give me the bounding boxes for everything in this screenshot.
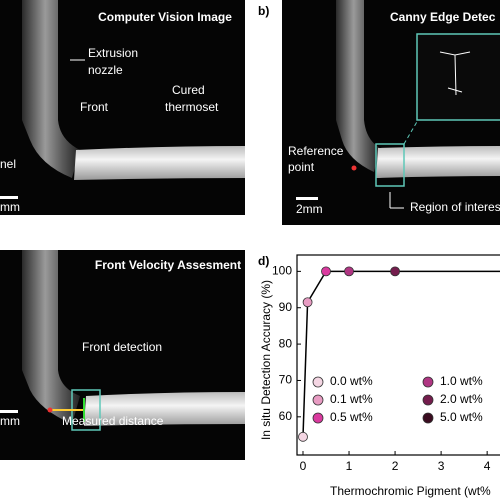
y-tick-label: 100 (272, 264, 292, 278)
scale-bar (0, 196, 18, 199)
y-tick-label: 60 (279, 409, 293, 423)
legend-marker (422, 376, 434, 388)
data-point (321, 266, 331, 277)
x-tick-label: 2 (392, 459, 399, 473)
x-tick-label: 3 (438, 459, 445, 473)
y-tick-label: 70 (279, 373, 293, 387)
y-tick-label: 80 (279, 336, 293, 350)
scale-bar (0, 410, 18, 413)
scale-label: mm (0, 414, 20, 428)
annotation: thermoset (165, 100, 219, 114)
legend-label: 0.0 wt% (330, 374, 373, 388)
annotation: nel (0, 157, 16, 171)
legend-marker (422, 412, 434, 424)
roi (375, 143, 405, 187)
nozzle (22, 250, 80, 424)
scale-label: 2mm (296, 202, 323, 216)
data-point (344, 266, 354, 277)
panel-label: b) (258, 4, 269, 18)
legend-label: 5.0 wt% (440, 410, 483, 424)
annotation: point (288, 160, 315, 174)
nozzle (22, 0, 80, 178)
annotation: Region of interes (410, 200, 500, 214)
x-axis-label: Thermochromic Pigment (wt% (330, 484, 491, 498)
panel-label: d) (258, 254, 269, 268)
plot-frame (296, 254, 500, 456)
panel-a: Computer Vision Image Extrusion nozzle F… (0, 0, 245, 215)
annotation: Reference (288, 144, 344, 158)
legend-marker (312, 394, 324, 406)
nozzle (336, 0, 380, 172)
annotation: Measured distance (62, 414, 164, 428)
annotation: nozzle (88, 63, 123, 77)
data-line (302, 270, 500, 437)
zoom-line (403, 119, 419, 145)
chart: d) In situ Detection Accuracy (%) Thermo… (258, 254, 500, 498)
data-point (302, 297, 313, 308)
panel-title: Computer Vision Image (98, 10, 232, 24)
reference-point (351, 165, 357, 171)
edges (439, 51, 471, 96)
legend-marker (312, 412, 324, 424)
legend-label: 0.1 wt% (330, 392, 373, 406)
legend-label: 2.0 wt% (440, 392, 483, 406)
panel-c: Front Velocity Assesment Front detection… (0, 250, 245, 460)
data-point (298, 431, 308, 442)
x-tick-label: 0 (300, 459, 307, 473)
panel-title: Canny Edge Detec (390, 10, 496, 24)
annotation: Front detection (82, 340, 162, 354)
y-tick-label: 90 (279, 300, 293, 314)
annotation: Front (80, 100, 109, 114)
y-axis-label: In situ Detection Accuracy (%) (259, 280, 273, 440)
tube (74, 146, 245, 180)
x-tick-label: 1 (346, 459, 353, 473)
annotation: Cured (172, 83, 205, 97)
x-tick-label: 4 (484, 459, 491, 473)
tube (376, 146, 500, 178)
legend-label: 1.0 wt% (440, 374, 483, 388)
annotation: Extrusion (88, 46, 138, 60)
tube (84, 392, 245, 426)
inset (416, 33, 500, 121)
scale-bar (296, 197, 318, 200)
panel-title: Front Velocity Assesment (95, 258, 241, 272)
scale-label: mm (0, 200, 20, 214)
legend-label: 0.5 wt% (330, 410, 373, 424)
reference-point (47, 407, 53, 413)
panel-b: b) Reference point Region of interes 2mm… (258, 0, 500, 225)
legend-marker (422, 394, 434, 406)
legend-marker (312, 376, 324, 388)
data-point (390, 266, 400, 277)
